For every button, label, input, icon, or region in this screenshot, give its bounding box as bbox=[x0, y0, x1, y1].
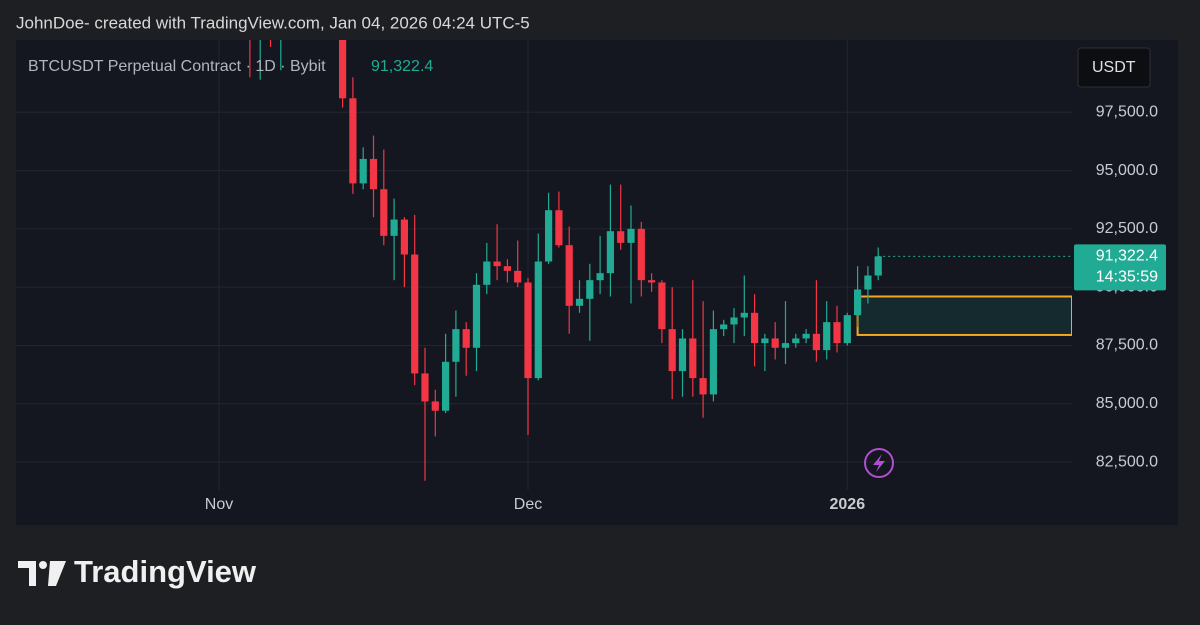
candle-body bbox=[812, 333, 820, 351]
header: JohnDoe- created with TradingView.com, J… bbox=[16, 13, 530, 32]
y-tick-label: 95,000.0 bbox=[1096, 162, 1158, 179]
candle-body bbox=[751, 312, 759, 344]
zone bbox=[856, 295, 1072, 336]
countdown: 14:35:59 bbox=[1096, 269, 1158, 286]
candle-body bbox=[534, 261, 542, 379]
x-tick-label: Dec bbox=[514, 496, 542, 513]
candle-body bbox=[617, 231, 625, 243]
legend-price: 91,322.4 bbox=[371, 58, 433, 75]
candle-body bbox=[380, 189, 388, 236]
candle-body bbox=[421, 373, 429, 402]
candle-body bbox=[699, 378, 707, 395]
plot-area bbox=[16, 40, 1072, 490]
candle-body bbox=[843, 315, 851, 344]
candle-body bbox=[709, 329, 717, 395]
candle-body bbox=[349, 98, 357, 184]
candle-body bbox=[854, 289, 862, 316]
candle-body bbox=[545, 210, 553, 262]
candle-body bbox=[411, 254, 419, 374]
y-tick-label: 92,500.0 bbox=[1096, 220, 1158, 237]
legend-title: BTCUSDT Perpetual Contract · 1D · Bybit bbox=[28, 58, 326, 75]
candle-body bbox=[369, 158, 378, 190]
currency[interactable]: USDT bbox=[1092, 59, 1136, 76]
candle-body bbox=[359, 158, 367, 184]
y-tick-label: 97,500.0 bbox=[1096, 104, 1158, 121]
candle-body bbox=[514, 270, 522, 283]
candle-body bbox=[431, 401, 439, 411]
candle-body bbox=[606, 231, 614, 274]
candle-body bbox=[730, 317, 738, 325]
candle-body bbox=[668, 329, 676, 372]
candle-body bbox=[874, 256, 882, 276]
brand: TradingView bbox=[74, 554, 257, 589]
candle-body bbox=[648, 280, 656, 283]
candle-body bbox=[555, 210, 563, 246]
candle-body bbox=[524, 282, 532, 379]
candle-body bbox=[390, 219, 398, 236]
brand-logo bbox=[18, 561, 66, 586]
alert-icon[interactable] bbox=[864, 448, 894, 478]
candle-body bbox=[462, 329, 470, 348]
candle-body bbox=[720, 324, 728, 330]
x-tick-label: 2026 bbox=[830, 496, 866, 513]
candle-body bbox=[740, 312, 748, 318]
candle-body bbox=[658, 282, 666, 330]
candle-body bbox=[678, 338, 687, 372]
candle-body bbox=[689, 338, 697, 379]
candle-body bbox=[400, 219, 408, 255]
candle-body bbox=[565, 245, 573, 306]
candle-body bbox=[339, 40, 347, 99]
candle-body bbox=[452, 329, 460, 362]
candle-body bbox=[493, 261, 501, 267]
candle-body bbox=[575, 298, 584, 306]
candle-body bbox=[833, 322, 841, 344]
candle-body bbox=[472, 284, 481, 348]
candle-body bbox=[802, 333, 810, 339]
price-axis: 82,500.085,000.087,500.090,000.092,500.0… bbox=[1074, 104, 1166, 470]
candle-body bbox=[781, 343, 790, 348]
y-tick-label: 85,000.0 bbox=[1096, 395, 1158, 412]
currency-box[interactable] bbox=[1077, 47, 1151, 88]
candle-body bbox=[792, 338, 800, 344]
last-price-label: 91,322.4 bbox=[1096, 248, 1158, 265]
candle-body bbox=[627, 228, 635, 243]
chart-panel bbox=[16, 40, 1178, 525]
y-tick-label: 87,500.0 bbox=[1096, 337, 1158, 354]
candle-body bbox=[637, 228, 645, 281]
candle-body bbox=[761, 338, 769, 344]
candle-body bbox=[771, 338, 779, 348]
candle-body bbox=[503, 266, 511, 271]
candle-body bbox=[823, 322, 831, 351]
candle-body bbox=[596, 273, 604, 281]
candle-body bbox=[864, 275, 872, 290]
last-price-box bbox=[1074, 244, 1166, 291]
x-tick-label: Nov bbox=[205, 496, 233, 513]
y-tick-label: 82,500.0 bbox=[1096, 453, 1158, 470]
candle-body bbox=[483, 261, 491, 285]
candle-body bbox=[586, 280, 594, 299]
candle-body bbox=[442, 361, 450, 411]
